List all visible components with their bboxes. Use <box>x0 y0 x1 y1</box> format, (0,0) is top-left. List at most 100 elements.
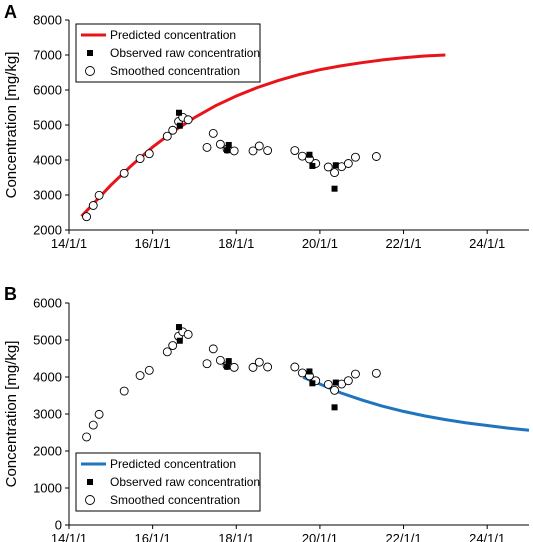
y-tick-label: 3000 <box>33 407 62 422</box>
legend-label: Smoothed concentration <box>110 493 240 507</box>
legend-box <box>75 452 261 512</box>
smoothed-point <box>254 141 264 151</box>
observed-point <box>175 109 182 116</box>
y-tick-label: 8000 <box>33 13 62 28</box>
x-tick-label: 22/1/1 <box>385 531 421 542</box>
y-tick-label: 3000 <box>33 188 62 203</box>
observed-point <box>331 185 338 192</box>
smoothed-point <box>351 369 360 379</box>
legend-circle-swatch <box>85 495 95 505</box>
y-tick-label: 2000 <box>33 444 62 459</box>
panel-a: A 2000 3000 4000 5000 6000 7000 8000 14/1/1 16/1/… <box>3 2 529 251</box>
observed-point <box>175 324 182 331</box>
smoothed-point <box>330 168 339 178</box>
x-tick-label: 14/1/1 <box>51 236 87 251</box>
y-tick-label: 5000 <box>33 333 62 348</box>
smoothed-point <box>144 365 154 375</box>
x-tick-label: 14/1/1 <box>51 531 87 542</box>
y-tick-label: 2000 <box>33 223 62 238</box>
smoothed-point <box>135 154 145 164</box>
smoothed-point <box>229 146 239 156</box>
smoothed-point <box>263 362 273 372</box>
x-tick-label: 20/1/1 <box>302 236 338 251</box>
observed-point <box>306 151 313 158</box>
observed-point <box>309 162 316 169</box>
panel-label: A <box>4 2 17 22</box>
legend: Predicted concentration Observed raw conc… <box>75 452 261 512</box>
y-tick-label: 5000 <box>33 118 62 133</box>
smoothed-point <box>183 115 193 125</box>
observed-point <box>332 379 339 386</box>
series-observed <box>175 324 339 411</box>
x-tick-label: 22/1/1 <box>385 236 421 251</box>
observed-point <box>224 363 231 370</box>
smoothed-point <box>162 131 172 141</box>
y-axis-label: Concentration [mg/kg] <box>3 341 20 488</box>
y-tick-label: 1000 <box>33 481 62 496</box>
observed-point <box>176 122 183 129</box>
y-axis-label: Concentration [mg/kg] <box>3 52 20 199</box>
smoothed-point <box>88 420 98 430</box>
legend-circle-swatch <box>85 66 95 76</box>
x-tick-label: 24/1/1 <box>469 531 505 542</box>
smoothed-point <box>183 330 193 339</box>
legend-label: Smoothed concentration <box>110 64 240 78</box>
smoothed-point <box>168 125 178 135</box>
legend-box <box>75 23 261 83</box>
y-tick-label: 6000 <box>33 83 62 98</box>
smoothed-point <box>94 190 104 200</box>
x-tick-label: 16/1/1 <box>135 236 171 251</box>
smoothed-point <box>144 149 154 159</box>
panel-label: B <box>4 284 17 304</box>
smoothed-point <box>290 146 300 156</box>
x-tick-label: 20/1/1 <box>302 531 338 542</box>
smoothed-point <box>88 201 98 210</box>
smoothed-point <box>254 357 264 367</box>
smoothed-point <box>330 385 339 395</box>
smoothed-point <box>343 376 353 386</box>
legend-label: Observed raw concentration <box>110 475 260 489</box>
legend-square-swatch <box>87 50 93 56</box>
x-tick-label: 16/1/1 <box>135 531 171 542</box>
y-tick-label: 4000 <box>33 153 62 168</box>
observed-point <box>225 141 232 148</box>
smoothed-point <box>323 162 333 172</box>
smoothed-point <box>323 379 333 389</box>
legend-label: Predicted concentration <box>110 457 236 471</box>
x-tick-label: 18/1/1 <box>218 531 254 542</box>
legend: Predicted concentration Observed raw conc… <box>75 23 261 83</box>
x-tick-label: 24/1/1 <box>469 236 505 251</box>
legend-label: Predicted concentration <box>110 28 236 42</box>
smoothed-point <box>248 146 258 156</box>
smoothed-point <box>82 212 92 222</box>
observed-point <box>331 404 338 411</box>
y-tick-label: 6000 <box>33 296 62 311</box>
x-tick-label: 18/1/1 <box>218 236 254 251</box>
smoothed-point <box>351 152 360 162</box>
smoothed-point <box>215 139 225 149</box>
smoothed-point <box>290 362 300 372</box>
smoothed-point <box>202 142 212 152</box>
observed-point <box>224 147 231 154</box>
smoothed-point <box>208 344 218 354</box>
smoothed-point <box>202 359 212 369</box>
smoothed-point <box>371 152 381 161</box>
smoothed-point <box>82 432 92 442</box>
legend-label: Observed raw concentration <box>110 46 260 60</box>
observed-point <box>176 337 183 344</box>
smoothed-point <box>119 386 129 396</box>
smoothed-point <box>119 168 129 178</box>
observed-point <box>306 368 313 375</box>
observed-point <box>225 358 232 365</box>
smoothed-point <box>168 341 178 350</box>
smoothed-point <box>94 409 104 419</box>
smoothed-point <box>248 362 258 372</box>
smoothed-point <box>208 128 218 138</box>
smoothed-point <box>215 355 225 365</box>
smoothed-point <box>162 347 172 357</box>
y-tick-label: 4000 <box>33 370 62 385</box>
y-tick-label: 0 <box>55 518 62 533</box>
series-observed <box>175 109 339 192</box>
y-tick-label: 7000 <box>33 48 62 63</box>
